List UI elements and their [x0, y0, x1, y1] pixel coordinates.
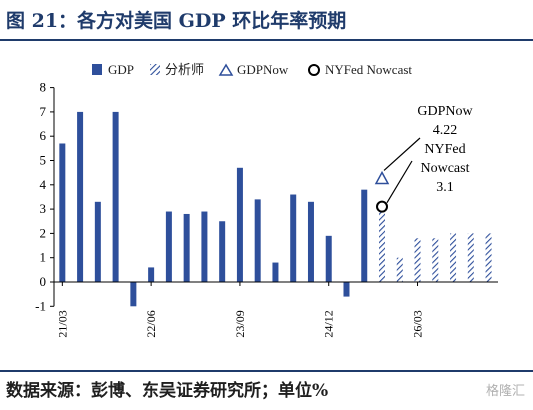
- nyfed-annotation-line: Nowcast: [421, 161, 470, 176]
- analyst-forecast-bar: [467, 233, 474, 282]
- y-tick-label: 7: [40, 104, 47, 119]
- bars: [59, 111, 492, 307]
- gdpnow-marker: [374, 170, 390, 185]
- gdpnow-annotation-line: 4.22: [433, 123, 458, 138]
- gdpnow-callout-line: [383, 137, 421, 171]
- y-tick-label: 0: [40, 274, 47, 289]
- gdp-bar: [148, 267, 155, 282]
- legend-gdpnow-label: GDPNow: [237, 62, 289, 77]
- x-tick-label: 24/12: [322, 310, 336, 337]
- nyfed-annotation-line: 3.1: [436, 180, 454, 195]
- gdp-bar: [272, 262, 279, 282]
- gdp-bar: [219, 221, 226, 282]
- nyfed-annotation-line: NYFed: [424, 142, 465, 157]
- analyst-forecast-bar: [450, 233, 457, 282]
- y-tick-label: 6: [40, 128, 47, 143]
- watermark: 格隆汇: [485, 384, 525, 399]
- analyst-forecast-bar: [379, 209, 386, 282]
- nyfed-marker: [376, 200, 389, 213]
- x-tick-label: 22/06: [144, 310, 158, 337]
- y-tick-label: 5: [40, 153, 47, 168]
- gdp-bar: [77, 111, 84, 283]
- gdp-bar: [307, 201, 314, 282]
- gdp-bar: [361, 189, 368, 282]
- gdp-bar: [290, 194, 297, 282]
- legend-gdpnow-marker: [218, 63, 234, 76]
- y-tick-label: 1: [40, 250, 47, 265]
- gdp-bar: [112, 111, 119, 283]
- y-tick-label: 4: [40, 177, 47, 192]
- y-axis: -1 0 1 2 3 4 5 6 7 8: [35, 80, 55, 313]
- gdp-bar: [201, 211, 208, 282]
- y-tick-label: -1: [35, 298, 46, 313]
- legend-gdp-swatch: [92, 64, 102, 75]
- gdp-bar: [325, 235, 332, 282]
- nyfed-callout-line: [386, 160, 413, 203]
- gdp-bar: [236, 167, 243, 282]
- legend-analyst-swatch: [150, 64, 160, 75]
- gdp-bar: [94, 201, 101, 282]
- gdp-bar: [59, 143, 66, 282]
- gdpnow-annotation-line: GDPNow: [417, 104, 473, 119]
- legend: GDP 分析师 GDPNow NYFed Nowcast: [92, 62, 412, 78]
- x-axis: 21/03 22/06 23/09 24/12 26/03: [54, 281, 498, 338]
- analyst-forecast-bar: [414, 238, 421, 282]
- y-tick-label: 8: [40, 80, 47, 95]
- y-tick-label: 2: [40, 225, 47, 240]
- data-source: 数据来源：彭博、东吴证券研究所；单位%: [6, 381, 329, 401]
- gdp-bar: [130, 282, 137, 307]
- legend-nyfed-marker: [308, 64, 320, 76]
- analyst-forecast-bar: [485, 233, 492, 282]
- legend-analyst-label: 分析师: [165, 63, 204, 78]
- figure-title: 图 21：各方对美国 GDP 环比年率预期: [6, 10, 347, 32]
- gdp-forecast-chart: GDP 分析师 GDPNow NYFed Nowcast -1 0 1 2 3 4 5 6 7 8…: [35, 62, 498, 338]
- legend-gdp-label: GDP: [108, 62, 134, 77]
- gdp-bar: [343, 282, 350, 297]
- annotations: GDPNow 4.22 NYFed Nowcast 3.1: [374, 104, 474, 213]
- gdp-bar: [165, 211, 172, 282]
- x-tick-label: 26/03: [411, 310, 425, 337]
- legend-nyfed-label: NYFed Nowcast: [325, 62, 412, 77]
- title-divider: [0, 39, 533, 41]
- analyst-forecast-bar: [432, 238, 439, 282]
- y-tick-label: 3: [40, 201, 47, 216]
- x-tick-label: 23/09: [233, 310, 247, 337]
- analyst-forecast-bar: [396, 257, 403, 282]
- x-tick-label: 21/03: [55, 310, 69, 337]
- gdp-bar: [254, 199, 261, 282]
- footer-divider: [0, 370, 533, 372]
- gdp-bar: [183, 213, 190, 282]
